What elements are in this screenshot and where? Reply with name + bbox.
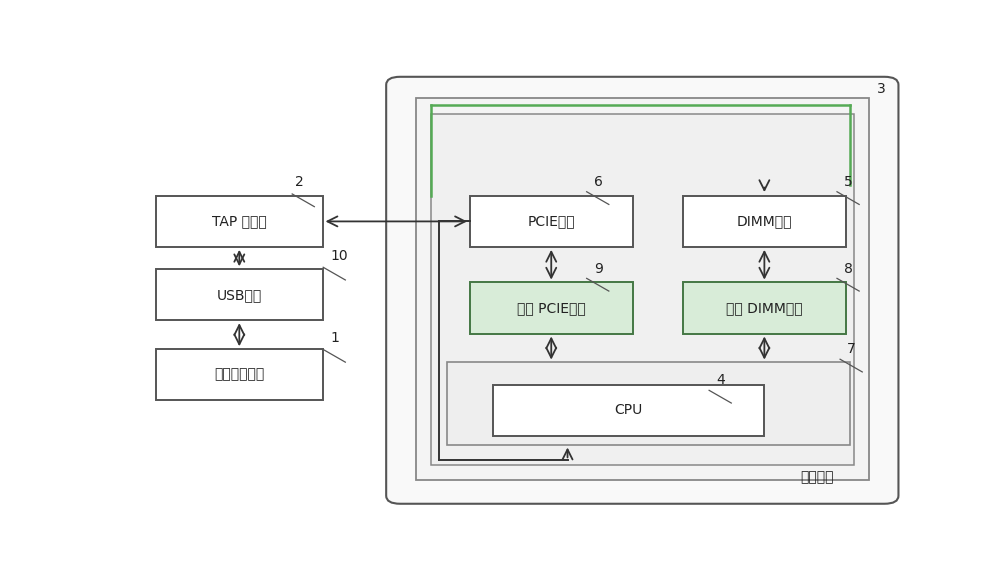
Text: DIMM插槽: DIMM插槽 [737, 215, 792, 228]
Bar [470, 283, 633, 334]
Text: 虚拟 PCIE治具: 虚拟 PCIE治具 [517, 301, 586, 315]
Text: TAP 控制器: TAP 控制器 [212, 215, 267, 228]
Bar [416, 98, 869, 480]
Text: 测试控制主机: 测试控制主机 [214, 368, 264, 382]
Text: CPU: CPU [615, 403, 643, 417]
Text: 待测主板: 待测主板 [801, 471, 834, 485]
Text: 7: 7 [847, 342, 856, 356]
Text: 5: 5 [844, 175, 853, 189]
Bar [470, 196, 633, 247]
Text: 10: 10 [330, 249, 348, 263]
Text: 4: 4 [716, 373, 725, 387]
Bar [156, 269, 323, 320]
Bar [447, 362, 850, 445]
Text: 3: 3 [877, 83, 886, 96]
Text: 8: 8 [844, 262, 853, 276]
Text: 2: 2 [296, 175, 304, 189]
Bar [683, 283, 846, 334]
Text: PCIE插槽: PCIE插槽 [527, 215, 575, 228]
Text: 6: 6 [594, 175, 603, 189]
Bar [683, 196, 846, 247]
Bar [156, 349, 323, 400]
Text: 9: 9 [594, 262, 603, 276]
Text: 1: 1 [330, 331, 339, 344]
Bar [156, 196, 323, 247]
Bar [493, 385, 764, 436]
FancyBboxPatch shape [386, 77, 898, 504]
Bar [431, 114, 854, 464]
Text: 虚拟 DIMM治具: 虚拟 DIMM治具 [726, 301, 803, 315]
Text: USB接口: USB接口 [217, 288, 262, 302]
